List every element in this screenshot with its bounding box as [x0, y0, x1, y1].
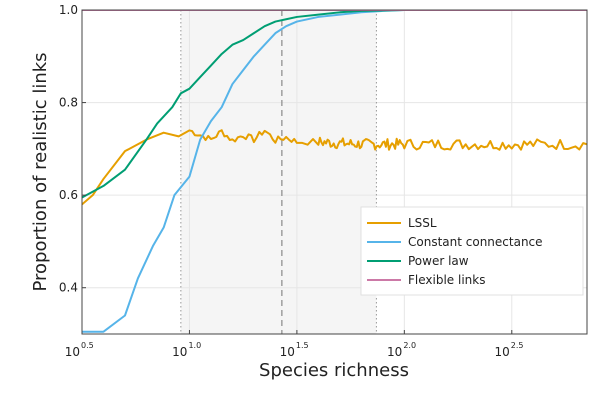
x-tick-label-base: 10 [172, 345, 187, 359]
y-tick-label: 0.4 [59, 281, 78, 295]
x-tick-label-exponent: 1.5 [296, 341, 309, 350]
shaded-region [180, 10, 377, 334]
x-tick-label-base: 10 [387, 345, 402, 359]
x-tick-label-exponent: 0.5 [81, 341, 94, 350]
x-tick-label-base: 10 [495, 345, 510, 359]
reference-lines-layer [180, 10, 377, 334]
plot-frame [81, 9, 588, 335]
legend-label-constant-connectance: Constant connectance [408, 235, 543, 249]
y-axis-title: Proportion of realistic links [30, 52, 51, 291]
x-tick-label-exponent: 1.0 [188, 341, 201, 350]
x-axis-title: Species richness [259, 360, 409, 381]
legend-label-power-law: Power law [408, 254, 469, 268]
series-line-lssl [82, 129, 587, 206]
tick-layer: 0.40.60.81.010 0.5 10 1.0 10 1.5 10 2.0 10 2.5 [59, 3, 524, 359]
x-tick-label-base: 10 [65, 345, 80, 359]
x-tick-label-exponent: 2.5 [511, 341, 524, 350]
y-tick-label: 0.6 [59, 188, 78, 202]
series-layer [82, 10, 587, 333]
legend-label-flexible-links: Flexible links [408, 273, 485, 287]
shaded-region-layer [180, 10, 377, 334]
x-tick-label-base: 10 [280, 345, 295, 359]
series-line-power-law [82, 10, 587, 199]
legend-label-lssl: LSSL [408, 216, 437, 230]
x-tick-label-exponent: 2.0 [403, 341, 416, 350]
legend: LSSL Constant connectance Power law Flexibl… [360, 206, 584, 296]
y-tick-label: 0.8 [59, 96, 78, 110]
series-line-constant-connectance [82, 10, 587, 333]
y-tick-label: 1.0 [59, 3, 78, 17]
